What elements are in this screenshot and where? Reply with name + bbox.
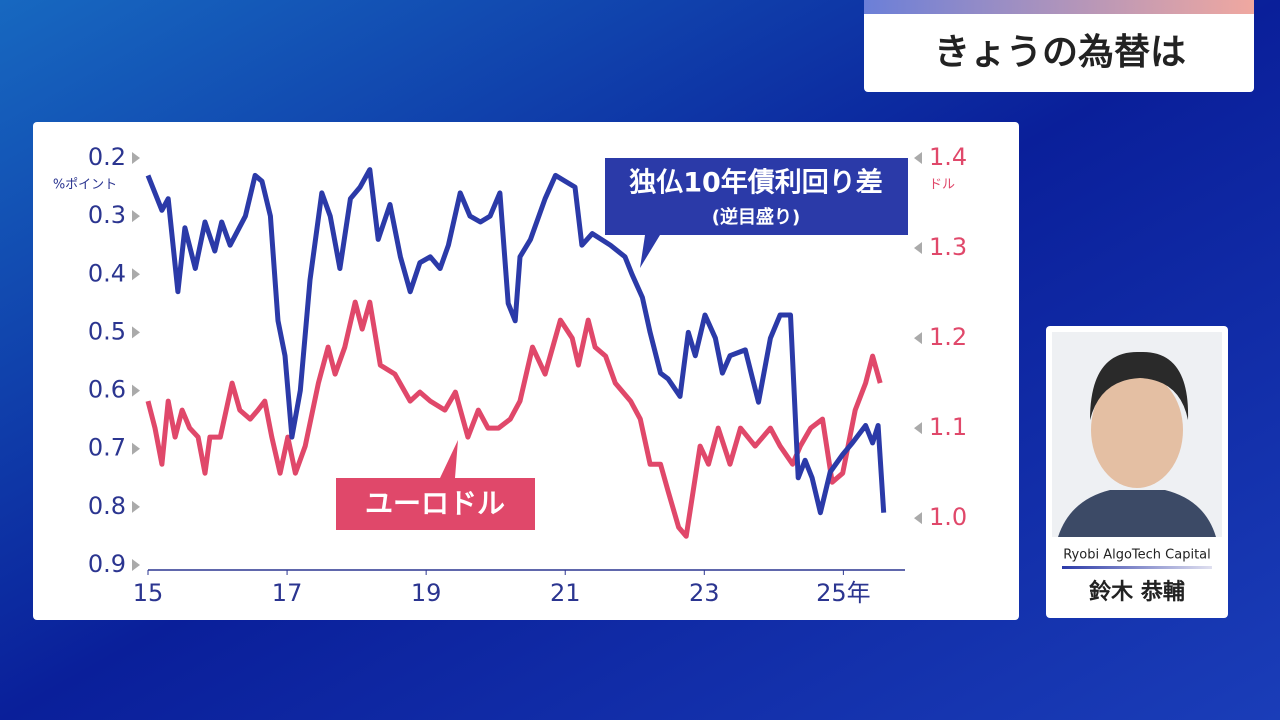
y2-tick-mark xyxy=(914,332,922,345)
person-body xyxy=(1058,490,1216,537)
x-tick-label: 19 xyxy=(411,579,442,607)
y2-tick-mark xyxy=(914,242,922,255)
y-tick-mark xyxy=(132,559,140,571)
y2-tick-label: 1.4 xyxy=(929,143,967,171)
series-note: (逆目盛り) xyxy=(712,206,800,228)
series-label: ユーロドル xyxy=(365,487,505,520)
y-tick-mark xyxy=(132,500,140,513)
y-tick-label: 0.4 xyxy=(88,259,126,287)
y-axis-label: %ポイント xyxy=(53,178,117,193)
person-hair xyxy=(1090,351,1189,420)
y-tick-mark xyxy=(132,442,140,455)
y2-tick-label: 1.0 xyxy=(929,503,967,531)
y-tick-mark xyxy=(132,268,140,281)
plot: 0.2 0.3 0.4 0.5 0.6 0.7 0.8 0.9 1.4 1.3 1.2 1.1 1.0 1… xyxy=(88,143,967,607)
x-tick-label: 25年 xyxy=(816,579,871,607)
y-tick-mark xyxy=(132,384,140,397)
annotation-box xyxy=(605,158,908,268)
y-tick-label: 0.2 xyxy=(88,143,126,171)
x-tick-label: 15 xyxy=(133,579,164,607)
x-tick-label: 17 xyxy=(272,579,303,607)
person-name: 鈴木 恭輔 xyxy=(1089,579,1185,605)
person-company: Ryobi AlgoTech Capital xyxy=(1063,548,1211,563)
series-line xyxy=(145,167,887,516)
separator xyxy=(1062,566,1212,569)
y-tick-mark xyxy=(132,326,140,339)
header-box xyxy=(864,0,1254,92)
y2-tick-label: 1.3 xyxy=(929,233,967,261)
y-tick-label: 0.9 xyxy=(88,550,126,578)
y2-tick-mark xyxy=(914,152,922,164)
header-title: きょうの為替は xyxy=(934,32,1186,73)
person-face xyxy=(1091,372,1183,488)
y-tick-label: 0.8 xyxy=(88,492,126,520)
series-line xyxy=(145,299,883,539)
y-tick-mark xyxy=(132,210,140,223)
y-tick-label: 0.6 xyxy=(88,376,126,404)
x-tick-label: 21 xyxy=(550,579,581,607)
x-tick-label: 23 xyxy=(689,579,720,607)
y-tick-label: 0.7 xyxy=(88,434,126,462)
y2-tick-label: 1.2 xyxy=(929,323,967,351)
y-tick-label: 0.3 xyxy=(88,201,126,229)
y2-tick-mark xyxy=(914,422,922,435)
y2-axis-label: ドル xyxy=(929,178,955,193)
series-label: 独仏10年債利回り差 xyxy=(629,167,883,199)
y-tick-mark xyxy=(132,152,140,164)
y-tick-label: 0.5 xyxy=(88,317,126,345)
y2-tick-label: 1.1 xyxy=(929,413,967,441)
y2-tick-mark xyxy=(914,512,922,525)
annotation-box xyxy=(336,440,535,530)
header-bar xyxy=(864,0,1254,14)
